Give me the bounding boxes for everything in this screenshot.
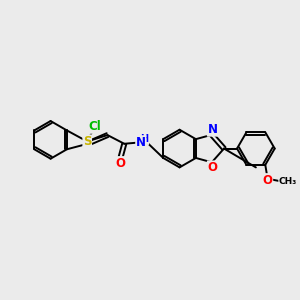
- Text: N: N: [136, 136, 146, 149]
- Text: Cl: Cl: [88, 120, 101, 133]
- Text: O: O: [262, 174, 273, 187]
- Text: CH₃: CH₃: [279, 177, 297, 186]
- Text: H: H: [140, 134, 148, 144]
- Text: O: O: [207, 161, 218, 174]
- Text: O: O: [115, 157, 125, 170]
- Text: S: S: [83, 135, 92, 148]
- Text: N: N: [207, 123, 218, 136]
